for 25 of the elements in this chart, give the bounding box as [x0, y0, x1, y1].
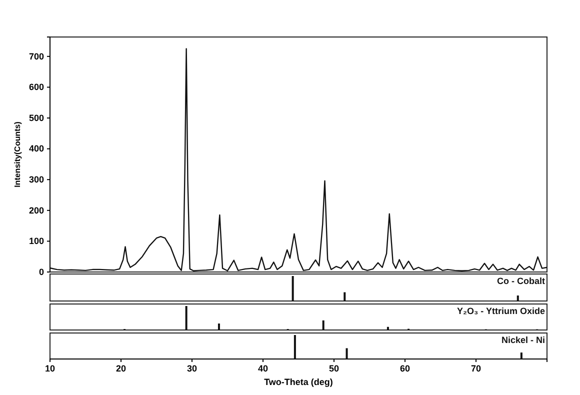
series-label: Nickel - Ni: [501, 335, 545, 345]
x-tick-label: 40: [258, 363, 268, 374]
x-tick-label: 20: [116, 363, 126, 374]
bar: [386, 326, 389, 330]
x-tick-label: 30: [186, 363, 198, 374]
bar: [218, 324, 220, 330]
x-tick-label: 70: [470, 363, 482, 374]
series-label: Y₂O₃ - Yttrium Oxide: [456, 306, 545, 316]
x-tick-label: 50: [328, 363, 340, 374]
y-tick-label: 0: [38, 266, 44, 277]
x-tick-label: 10: [44, 363, 56, 374]
y-tick-label: 600: [28, 82, 44, 92]
y-tick-label: 100: [28, 236, 44, 246]
y-tick-label: 400: [28, 144, 44, 154]
y-tick-label: 700: [28, 51, 44, 62]
y-axis-title: Intensity(Counts): [13, 121, 22, 188]
y-tick-label: 300: [28, 174, 44, 184]
series-label: Co - Cobalt: [497, 276, 545, 286]
bar: [185, 306, 188, 330]
line-series: [49, 48, 548, 272]
bar: [322, 320, 324, 330]
x-axis-title: Two-Theta (deg): [264, 377, 333, 387]
x-tick-label: 60: [400, 363, 410, 374]
y-tick-label: 200: [28, 205, 44, 216]
y-tick-label: 500: [28, 112, 44, 123]
